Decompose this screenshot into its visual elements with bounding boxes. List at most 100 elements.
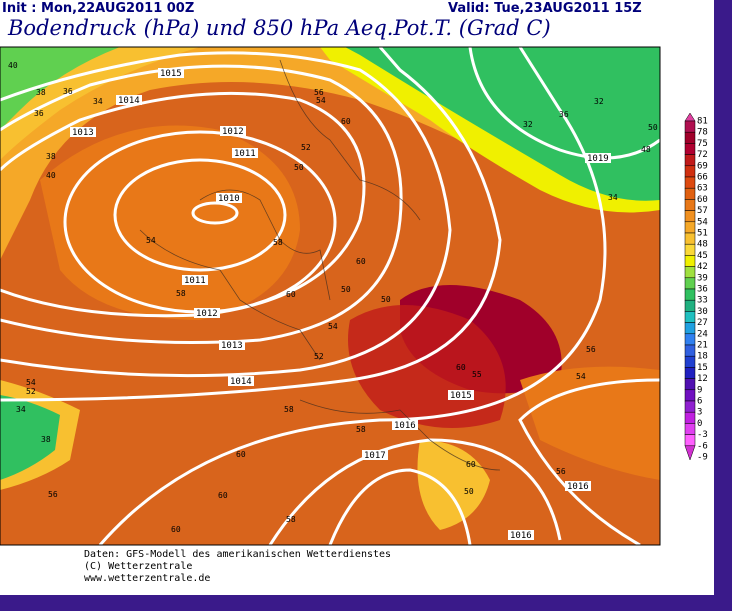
theta-label: 58 <box>176 289 186 298</box>
theta-label: 60 <box>286 290 296 299</box>
colorbar-cap <box>684 112 696 122</box>
colorbar-label: 39 <box>697 273 708 283</box>
colorbar-swatch <box>684 232 696 245</box>
colorbar-swatch <box>684 221 696 234</box>
colorbar-label: 12 <box>697 374 708 384</box>
isobar-label: 1014 <box>118 96 140 106</box>
isobar-label: 1010 <box>218 194 240 204</box>
theta-label: 58 <box>356 425 366 434</box>
colorbar-label: 0 <box>697 419 702 429</box>
isobar-label-bg <box>220 126 246 136</box>
colorbar-label: 75 <box>697 139 708 149</box>
isobar-label-bg <box>232 148 258 158</box>
theta-label: 56 <box>556 467 566 476</box>
map-title: Bodendruck (hPa) und 850 hPa Aeq.Pot.T. … <box>7 16 551 40</box>
footer-line: www.wetterzentrale.de <box>84 573 210 584</box>
theta-label: 58 <box>273 238 283 247</box>
theta-label: 38 <box>36 88 46 97</box>
theta-label: 54 <box>328 322 338 331</box>
isobar-label: 1016 <box>394 421 416 431</box>
isobar-label-bg <box>194 308 220 318</box>
theta-label: 54 <box>146 236 156 245</box>
colorbar-swatch <box>684 322 696 335</box>
isobar-label: 1011 <box>234 149 256 159</box>
isobar-label: 1012 <box>222 127 244 137</box>
isobar-label: 1019 <box>587 154 609 164</box>
theta-label: 38 <box>46 152 56 161</box>
colorbar-swatch <box>684 400 696 413</box>
colorbar-label: 78 <box>697 128 708 138</box>
colorbar-swatch <box>684 266 696 279</box>
colorbar-label: 30 <box>697 307 708 317</box>
colorbar-swatch <box>684 411 696 424</box>
colorbar-label: 6 <box>697 397 702 407</box>
colorbar-label: 3 <box>697 408 702 418</box>
theta-label: 40 <box>8 61 18 70</box>
colorbar-label: 60 <box>697 195 708 205</box>
theta-label: 60 <box>456 363 466 372</box>
theta-label: 55 <box>472 370 482 379</box>
colorbar-label: 24 <box>697 329 708 339</box>
theta-label: 60 <box>356 257 366 266</box>
colorbar-label: 15 <box>697 363 708 373</box>
colorbar-swatch <box>684 311 696 323</box>
colorbar-swatch <box>684 255 696 267</box>
colorbar-swatch <box>684 243 696 256</box>
theta-label: 50 <box>464 487 474 496</box>
isobar-label: 1016 <box>567 482 589 492</box>
isobar-label-bg <box>448 390 474 400</box>
isobar-label: 1015 <box>160 69 182 79</box>
isobar-label-bg <box>182 275 208 285</box>
theta-label: 40 <box>46 171 56 180</box>
colorbar-label: 81 <box>697 117 708 127</box>
isobar-label-bg <box>116 95 142 105</box>
colorbar-label: -9 <box>697 453 708 463</box>
theta-label: 60 <box>236 450 246 459</box>
theta-label: 60 <box>218 491 228 500</box>
colorbar-swatch <box>684 423 696 435</box>
colorbar-label: 63 <box>697 184 708 194</box>
theta-label: 60 <box>171 525 181 534</box>
theta-label: 36 <box>34 109 44 118</box>
init-time: Init : Mon,22AUG2011 00Z <box>2 1 194 16</box>
theta-label: 60 <box>341 117 351 126</box>
isobar-label-bg <box>228 376 254 386</box>
theta-label: 50 <box>341 285 351 294</box>
colorbar-label: 57 <box>697 206 708 216</box>
isobar-label-bg <box>508 530 534 540</box>
colorbar-cap <box>684 445 696 461</box>
colorbar-swatch <box>684 187 696 200</box>
theta-label: 36 <box>63 87 73 96</box>
theta-label: 56 <box>586 345 596 354</box>
colorbar-swatch <box>684 131 696 144</box>
isobar-label: 1015 <box>450 391 472 401</box>
colorbar-swatch <box>684 277 696 290</box>
isobar-label-bg <box>362 450 388 460</box>
colorbar-swatch <box>684 199 696 211</box>
isobar-label: 1017 <box>364 451 386 461</box>
theta-label: 50 <box>381 295 391 304</box>
theta-label: 58 <box>284 405 294 414</box>
valid-time: Valid: Tue,23AUG2011 15Z <box>448 1 642 16</box>
colorbar-label: 51 <box>697 229 708 239</box>
theta-label: 50 <box>294 163 304 172</box>
colorbar-label: 48 <box>697 240 708 250</box>
theta-label: 34 <box>93 97 103 106</box>
isobar-label-bg <box>392 420 418 430</box>
theta-label: 48 <box>641 145 651 154</box>
isobar-label-bg <box>70 127 96 137</box>
colorbar-label: 9 <box>697 385 702 395</box>
theta-label: 52 <box>26 387 36 396</box>
colorbar-label: 42 <box>697 262 708 272</box>
map <box>0 47 660 545</box>
isobar-label: 1012 <box>196 309 218 319</box>
colorbar-label: 45 <box>697 251 708 261</box>
colorbar-swatch <box>684 120 696 133</box>
theta-label: 58 <box>286 515 296 524</box>
theta-label: 54 <box>26 378 36 387</box>
theta-label: 52 <box>314 352 324 361</box>
colorbar-swatch <box>684 389 696 402</box>
theta-label: 54 <box>316 96 326 105</box>
